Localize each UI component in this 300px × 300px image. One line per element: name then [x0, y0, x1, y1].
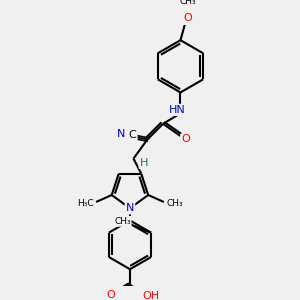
Text: H: H — [140, 158, 148, 168]
Text: C: C — [129, 130, 136, 140]
Text: O: O — [181, 134, 190, 145]
Text: CH₃: CH₃ — [114, 217, 131, 226]
Text: N: N — [117, 129, 125, 139]
Text: O: O — [183, 13, 192, 22]
Text: O: O — [106, 290, 115, 300]
Text: N: N — [126, 203, 134, 213]
Text: CH₃: CH₃ — [179, 0, 196, 6]
Text: OH: OH — [142, 291, 159, 300]
Text: HN: HN — [169, 105, 185, 115]
Text: CH₃: CH₃ — [166, 199, 183, 208]
Text: H₃C: H₃C — [77, 199, 94, 208]
